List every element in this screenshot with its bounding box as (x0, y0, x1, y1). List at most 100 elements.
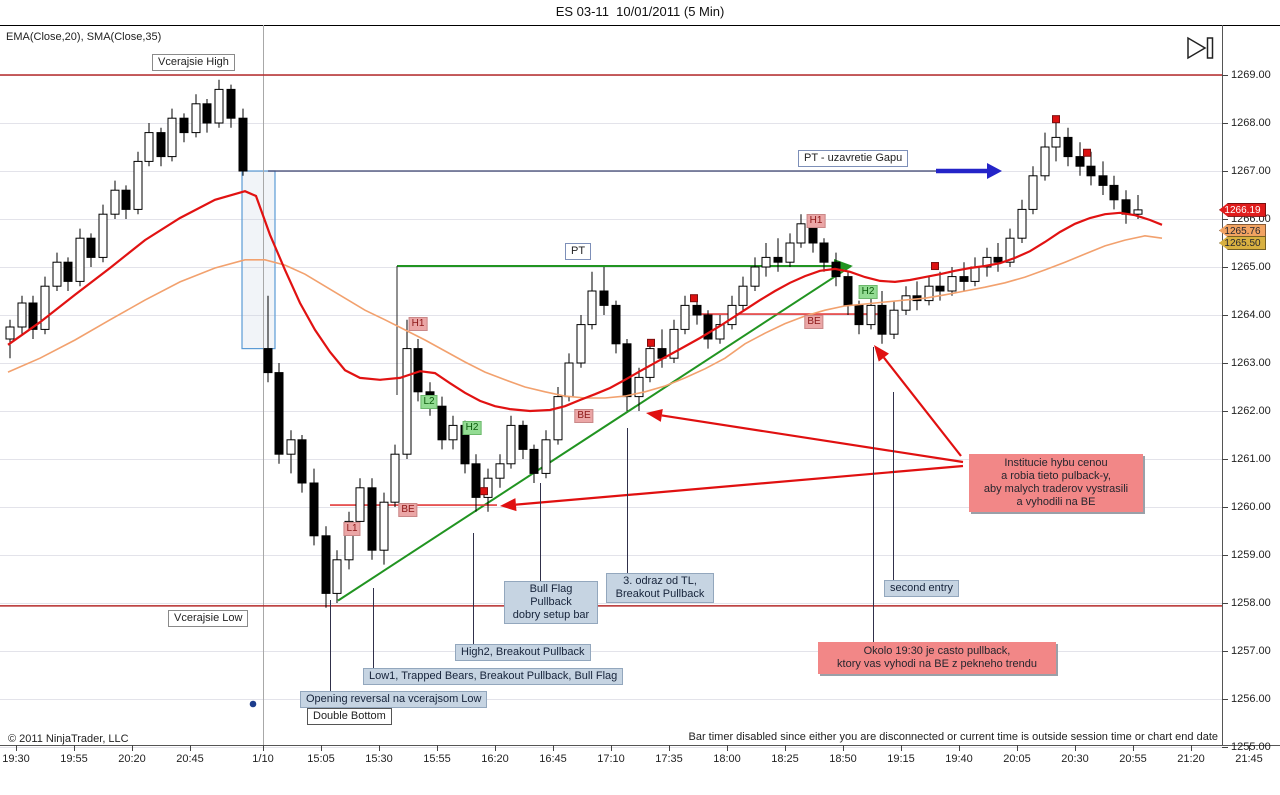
candle-up (727, 304, 737, 326)
order-marker (931, 262, 939, 271)
price-tick-label: 1268.00 (1231, 117, 1271, 129)
blue-dot-marker (249, 700, 257, 708)
candle-up (1051, 136, 1061, 148)
candle-up (866, 304, 876, 326)
candle-down (274, 372, 284, 455)
candle-up (344, 520, 354, 561)
tl-bounce-note[interactable]: 3. odraz od TL, Breakout Pullback (606, 573, 714, 603)
pivot-label-h1: H1 (408, 317, 428, 332)
time-tick-label: 17:10 (597, 753, 625, 765)
price-tick-label: 1267.00 (1231, 165, 1271, 177)
go-to-end-icon-bar[interactable] (1206, 37, 1214, 59)
red-arrowhead (874, 345, 889, 362)
candle-up (52, 261, 62, 287)
candle-down (297, 439, 307, 484)
price-marker-tag: 1265.76 (1219, 223, 1266, 238)
candle-up (796, 223, 806, 244)
low1-note[interactable]: Low1, Trapped Bears, Breakout Pullback, … (363, 668, 624, 685)
candle-up (1133, 209, 1143, 215)
high2-note[interactable]: High2, Breakout Pullback (455, 644, 591, 661)
time-tick-label: 1/10 (252, 753, 274, 765)
price-tick-label: 1261.00 (1231, 453, 1271, 465)
candle-up (889, 309, 899, 335)
candle-up (5, 326, 15, 340)
candle-up (75, 237, 85, 282)
time-tick-label: 15:05 (307, 753, 335, 765)
time-tick-label: 21:20 (1177, 753, 1205, 765)
pivot-label-be: BE (804, 315, 824, 330)
candle-down (854, 304, 864, 326)
pt-gap-close-label[interactable]: PT - uzavretie Gapu (798, 150, 909, 167)
candle-up (634, 376, 644, 398)
candle-down (179, 117, 189, 134)
candle-down (959, 276, 969, 282)
indicator-label: EMA(Close,20), SMA(Close,35) (6, 31, 162, 43)
bull-flag-note[interactable]: Bull Flag Pullback dobry setup bar (504, 581, 598, 624)
candle-up (576, 324, 586, 364)
pullback-1930-note[interactable]: Okolo 19:30 je casto pullback, ktory vas… (818, 642, 1056, 674)
candle-down (1121, 199, 1131, 215)
candle-down (692, 304, 702, 316)
candle-down (263, 348, 273, 374)
pt-label[interactable]: PT (565, 243, 592, 260)
candle-down (622, 343, 632, 398)
go-to-end-icon[interactable] (1187, 36, 1207, 60)
time-tick-label: 21:45 (1235, 753, 1263, 765)
price-tick-label: 1256.00 (1231, 693, 1271, 705)
time-tick-label: 19:15 (887, 753, 915, 765)
order-marker (480, 487, 488, 496)
candle-up (286, 439, 296, 455)
candle-up (750, 266, 760, 287)
candle-up (901, 295, 911, 311)
time-tick-label: 20:05 (1003, 753, 1031, 765)
candle-up (1028, 175, 1038, 210)
candle-up (214, 88, 224, 124)
candle-down (1063, 136, 1073, 158)
candle-up (924, 285, 934, 302)
chart-title: ES 03-11 10/01/2011 (5 Min) (555, 4, 725, 19)
prev-low-label[interactable]: Vcerajsie Low (168, 610, 249, 627)
candle-up (715, 324, 725, 340)
time-tick-label: 16:45 (539, 753, 567, 765)
candle-up (495, 463, 505, 479)
order-marker (690, 294, 698, 303)
order-marker (647, 338, 655, 347)
pivot-label-l2: L2 (420, 394, 438, 409)
candle-down (226, 88, 236, 119)
candle-up (541, 439, 551, 474)
pivot-label-h2: H2 (462, 420, 482, 435)
institutions-note[interactable]: Institucie hybu cenou a robia tieto pulb… (969, 454, 1143, 512)
candle-up (167, 117, 177, 158)
time-tick-label: 19:55 (60, 753, 88, 765)
candle-down (86, 237, 96, 258)
candle-up (355, 487, 365, 522)
price-tick-label: 1264.00 (1231, 309, 1271, 321)
candle-down (238, 117, 248, 172)
candle-down (156, 132, 166, 158)
opening-reversal-note[interactable]: Opening reversal na vcerajsom Low (300, 691, 488, 708)
pivot-label-be: BE (574, 408, 594, 423)
candle-down (1075, 156, 1085, 167)
time-tick-label: 17:35 (655, 753, 683, 765)
candle-up (564, 362, 574, 398)
red-arrow-shaft (515, 464, 964, 506)
prev-high-label[interactable]: Vcerajsie High (152, 54, 235, 71)
candle-up (379, 501, 389, 551)
candle-up (506, 424, 516, 465)
candle-up (1005, 237, 1015, 263)
price-tick-label: 1255.00 (1231, 741, 1271, 753)
candle-down (773, 256, 783, 263)
price-tick-label: 1259.00 (1231, 549, 1271, 561)
candle-up (17, 302, 27, 328)
price-tick-label: 1265.00 (1231, 261, 1271, 273)
candle-down (413, 348, 423, 393)
candle-down (599, 290, 609, 306)
candle-down (993, 256, 1003, 263)
double-bottom-note[interactable]: Double Bottom (307, 708, 392, 725)
second-entry-note[interactable]: second entry (884, 580, 959, 597)
time-tick-label: 16:20 (481, 753, 509, 765)
price-tick-label: 1269.00 (1231, 69, 1271, 81)
candle-up (587, 290, 597, 326)
